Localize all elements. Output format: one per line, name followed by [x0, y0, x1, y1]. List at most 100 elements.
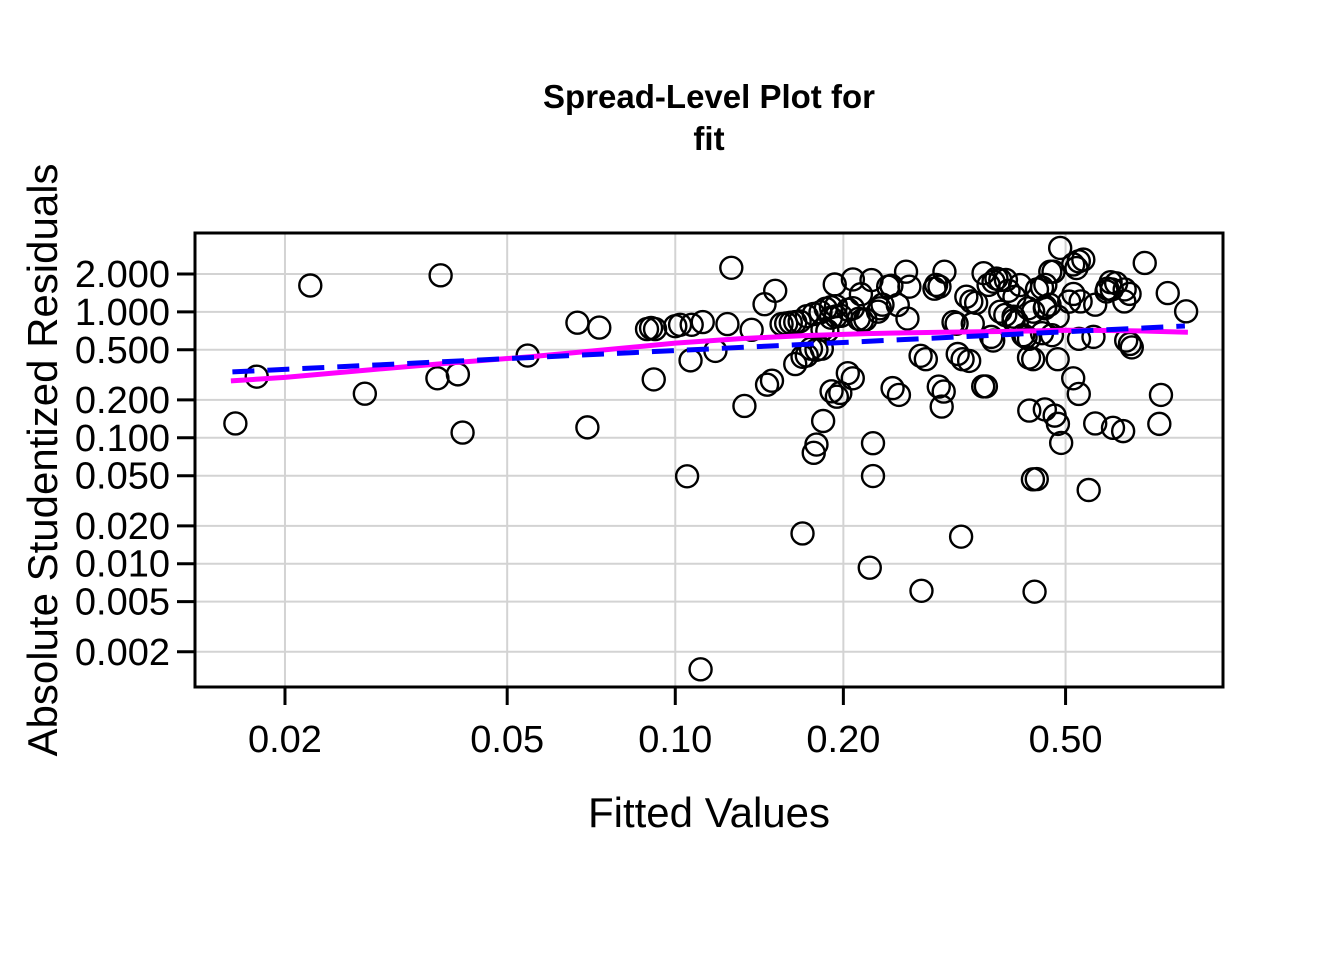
x-tick-label: 0.05 [470, 719, 544, 761]
data-point [715, 311, 740, 337]
data-point [763, 278, 788, 304]
y-tick-label: 0.050 [75, 456, 170, 498]
data-point [822, 272, 847, 297]
data-point [1047, 235, 1073, 261]
data-point [1119, 335, 1144, 360]
data-point [948, 524, 974, 549]
data-point [860, 431, 886, 456]
data-point [886, 382, 912, 408]
data-point [931, 379, 956, 404]
data-point [1020, 346, 1046, 372]
data-point [732, 393, 757, 419]
data-point [1071, 247, 1096, 272]
data-point [1048, 430, 1074, 456]
data-point [352, 381, 378, 406]
data-point [1081, 324, 1106, 350]
data-point [1148, 382, 1174, 408]
data-point [1117, 281, 1142, 307]
data-point [840, 366, 865, 391]
data-point [759, 368, 785, 393]
data-point [1132, 250, 1157, 276]
data-point [754, 372, 780, 397]
data-point [908, 343, 933, 368]
data-point [587, 315, 612, 340]
data-point [804, 432, 829, 457]
data-point [913, 346, 939, 372]
data-point [1147, 411, 1172, 437]
y-tick-label: 0.002 [75, 632, 170, 674]
data-point [909, 578, 934, 603]
data-point [1024, 466, 1049, 492]
y-tick-label: 2.000 [75, 254, 170, 296]
data-point [450, 420, 475, 445]
data-point [565, 310, 590, 335]
data-point [1022, 579, 1047, 604]
data-point [1045, 411, 1071, 437]
data-point [223, 411, 248, 436]
data-point [674, 464, 700, 489]
data-point [857, 555, 882, 580]
y-axis-title: Absolute Studentized Residuals [19, 163, 66, 756]
data-point [1100, 415, 1126, 441]
data-point [963, 290, 989, 316]
data-point [809, 336, 835, 361]
data-point [1076, 477, 1101, 503]
data-point [1173, 299, 1199, 324]
data-point [298, 273, 323, 298]
data-point [739, 317, 764, 343]
data-point [932, 259, 957, 284]
data-point [927, 274, 952, 299]
data-point [1155, 280, 1180, 306]
data-point [1045, 346, 1070, 372]
y-tick-label: 0.020 [75, 506, 170, 548]
data-point [1061, 366, 1086, 391]
data-point [1112, 289, 1137, 314]
data-point [860, 463, 886, 489]
data-point [956, 348, 982, 374]
data-point [893, 259, 919, 284]
data-point [678, 348, 703, 373]
y-tick-label: 1.000 [75, 292, 170, 334]
x-axis-title: Fitted Values [588, 789, 830, 836]
data-point [575, 415, 600, 440]
data-point [1061, 281, 1086, 307]
data-layer [223, 235, 1199, 682]
data-point [1068, 289, 1093, 314]
data-point [824, 384, 850, 409]
x-tick-label: 0.20 [806, 719, 880, 761]
data-point [1112, 277, 1137, 302]
x-tick-label: 0.50 [1029, 719, 1103, 761]
data-point [1083, 411, 1108, 436]
data-point [445, 362, 471, 387]
data-point [810, 408, 836, 434]
data-point [642, 316, 668, 342]
data-point [719, 255, 744, 280]
data-point [867, 296, 892, 321]
data-point [1066, 381, 1091, 407]
data-point [895, 306, 920, 331]
power-fit-line [232, 323, 1186, 375]
data-point [835, 360, 861, 386]
data-point [973, 374, 999, 399]
data-point [996, 278, 1021, 304]
data-point [787, 309, 812, 334]
x-tick-label: 0.02 [248, 719, 322, 761]
data-point [690, 309, 715, 335]
data-point [1037, 292, 1062, 317]
data-point [1110, 418, 1136, 444]
data-point [926, 374, 951, 399]
data-point [944, 311, 969, 336]
data-point [688, 657, 713, 682]
data-point [428, 263, 453, 288]
chart-title-line1: Spread-Level Plot for [543, 78, 875, 115]
y-tick-label: 0.200 [75, 380, 170, 422]
data-point [819, 379, 844, 404]
data-point [897, 274, 922, 299]
y-tick-label: 0.100 [75, 418, 170, 460]
plot-box [193, 231, 1225, 689]
data-point [641, 367, 666, 392]
data-point [840, 267, 866, 292]
